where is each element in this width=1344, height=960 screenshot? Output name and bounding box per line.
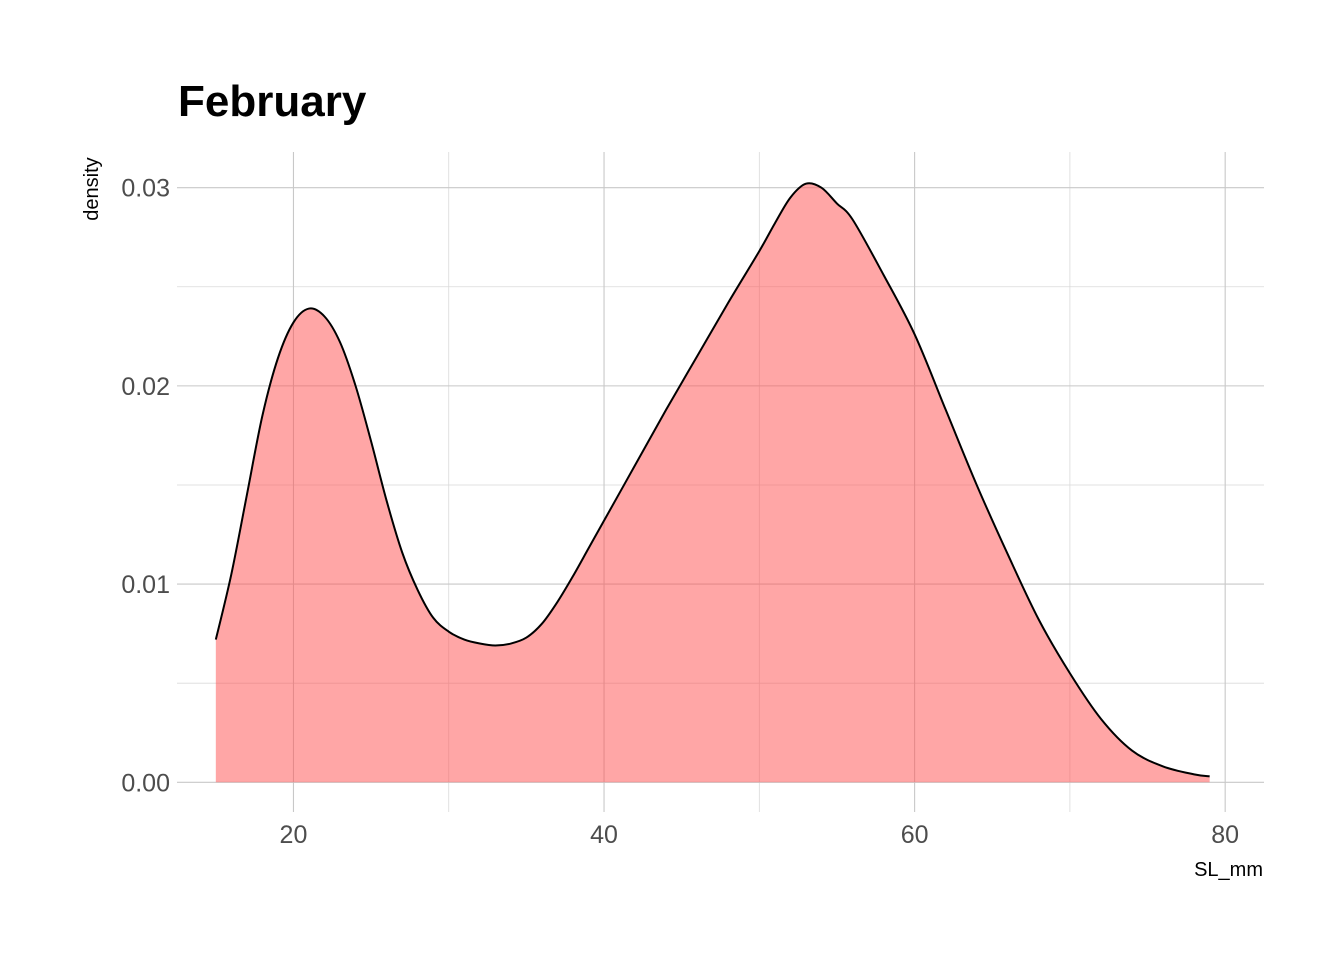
y-tick-label: 0.01 [121,571,170,599]
x-tick-label: 80 [1211,821,1239,849]
y-tick-label: 0.00 [121,769,170,797]
density-area-group [214,182,1210,783]
density-fill [215,183,1210,783]
x-axis-label: SL_mm [1194,859,1263,881]
x-tick-label: 60 [901,821,929,849]
x-tick-label: 20 [280,821,308,849]
y-tick-label: 0.02 [121,373,170,401]
y-tick-label: 0.03 [121,175,170,203]
x-tick-label: 40 [590,821,618,849]
chart-title: February [178,77,367,126]
density-line [214,182,1210,778]
tick-labels: 20 40 60 80 0.00 0.01 0.02 0.03 [121,175,1239,849]
y-axis-label: density [81,157,103,220]
